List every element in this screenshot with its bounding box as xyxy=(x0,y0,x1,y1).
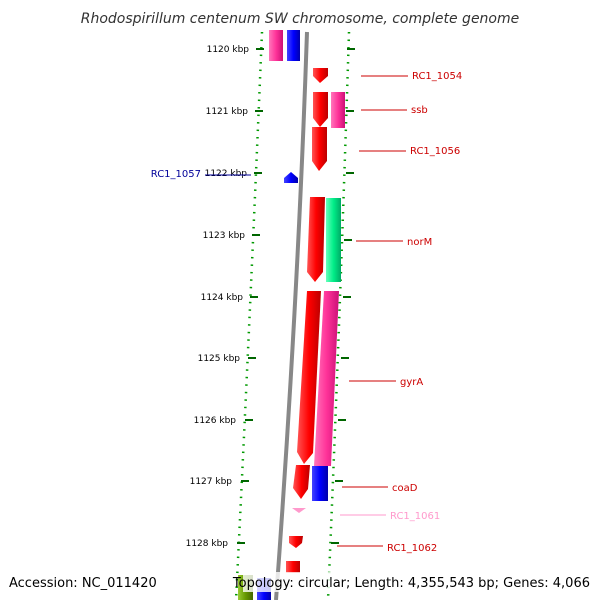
gene-label-gyra[interactable]: gyrA xyxy=(400,377,423,388)
outer-dotted-ring xyxy=(326,31,351,600)
gene-feature-rc1-1054[interactable] xyxy=(313,68,328,83)
gene-label-rc1-1057[interactable]: RC1_1057 xyxy=(151,169,201,180)
scale-ticks: 1120 kbp 1121 kbp 1122 kbp 1123 kbp 1124… xyxy=(186,45,264,549)
gene-feature-coad-red[interactable] xyxy=(293,465,310,499)
backbone-ring xyxy=(274,31,309,600)
tick-label: 1124 kbp xyxy=(201,293,244,303)
tick-label: 1126 kbp xyxy=(194,416,237,426)
gene-label-rc1-1056[interactable]: RC1_1056 xyxy=(410,146,460,157)
gene-labels: RC1_1054 ssb RC1_1056 RC1_1057 norM gyrA… xyxy=(151,71,463,554)
genome-stats-text: Topology: circular; Length: 4,355,543 bp… xyxy=(232,576,590,591)
gene-feature-rc1-1057[interactable] xyxy=(284,172,298,183)
gene-label-norm[interactable]: norM xyxy=(407,237,432,248)
tick-label: 1127 kbp xyxy=(190,477,233,487)
gene-feature-rc1-1062[interactable] xyxy=(289,536,303,548)
gene-feature-ssb-pink[interactable] xyxy=(331,92,345,128)
tick-label: 1121 kbp xyxy=(206,107,249,117)
tick-label: 1128 kbp xyxy=(186,539,229,549)
gene-label-ssb[interactable]: ssb xyxy=(411,105,428,116)
gene-feature-gyra-red[interactable] xyxy=(297,291,321,464)
gene-label-rc1-1054[interactable]: RC1_1054 xyxy=(412,71,462,82)
gene-feature-norm-teal[interactable] xyxy=(326,198,341,282)
footer-accession-bg xyxy=(6,572,148,592)
gene-feature-bottom-red[interactable] xyxy=(286,561,300,573)
gene-feature-ssb-red[interactable] xyxy=(313,92,328,127)
gene-feature-coad-blue[interactable] xyxy=(312,466,328,501)
footer-stats-bg xyxy=(243,572,593,592)
tick-label: 1125 kbp xyxy=(198,354,241,364)
tick-label: 1123 kbp xyxy=(203,231,246,241)
gene-feature-rc1-1056[interactable] xyxy=(312,127,327,171)
gene-feature-top-pink[interactable] xyxy=(269,30,283,61)
gene-features xyxy=(238,30,345,600)
inner-dotted-ring xyxy=(234,31,264,600)
gene-feature-norm-red[interactable] xyxy=(307,197,325,282)
gene-label-rc1-1062[interactable]: RC1_1062 xyxy=(387,543,437,554)
tick-label: 1122 kbp xyxy=(205,169,248,179)
gene-feature-gyra-pink[interactable] xyxy=(314,291,339,466)
gene-label-rc1-1061[interactable]: RC1_1061 xyxy=(390,511,440,522)
gene-feature-top-blue[interactable] xyxy=(287,30,300,61)
accession-text: Accession: NC_011420 xyxy=(9,576,157,591)
gene-label-coad[interactable]: coaD xyxy=(392,483,418,494)
gene-feature-rc1-1061[interactable] xyxy=(292,508,306,513)
outer-ring-ticks xyxy=(331,48,355,544)
tick-label: 1120 kbp xyxy=(207,45,250,55)
map-title: Rhodospirillum centenum SW chromosome, c… xyxy=(81,11,520,27)
